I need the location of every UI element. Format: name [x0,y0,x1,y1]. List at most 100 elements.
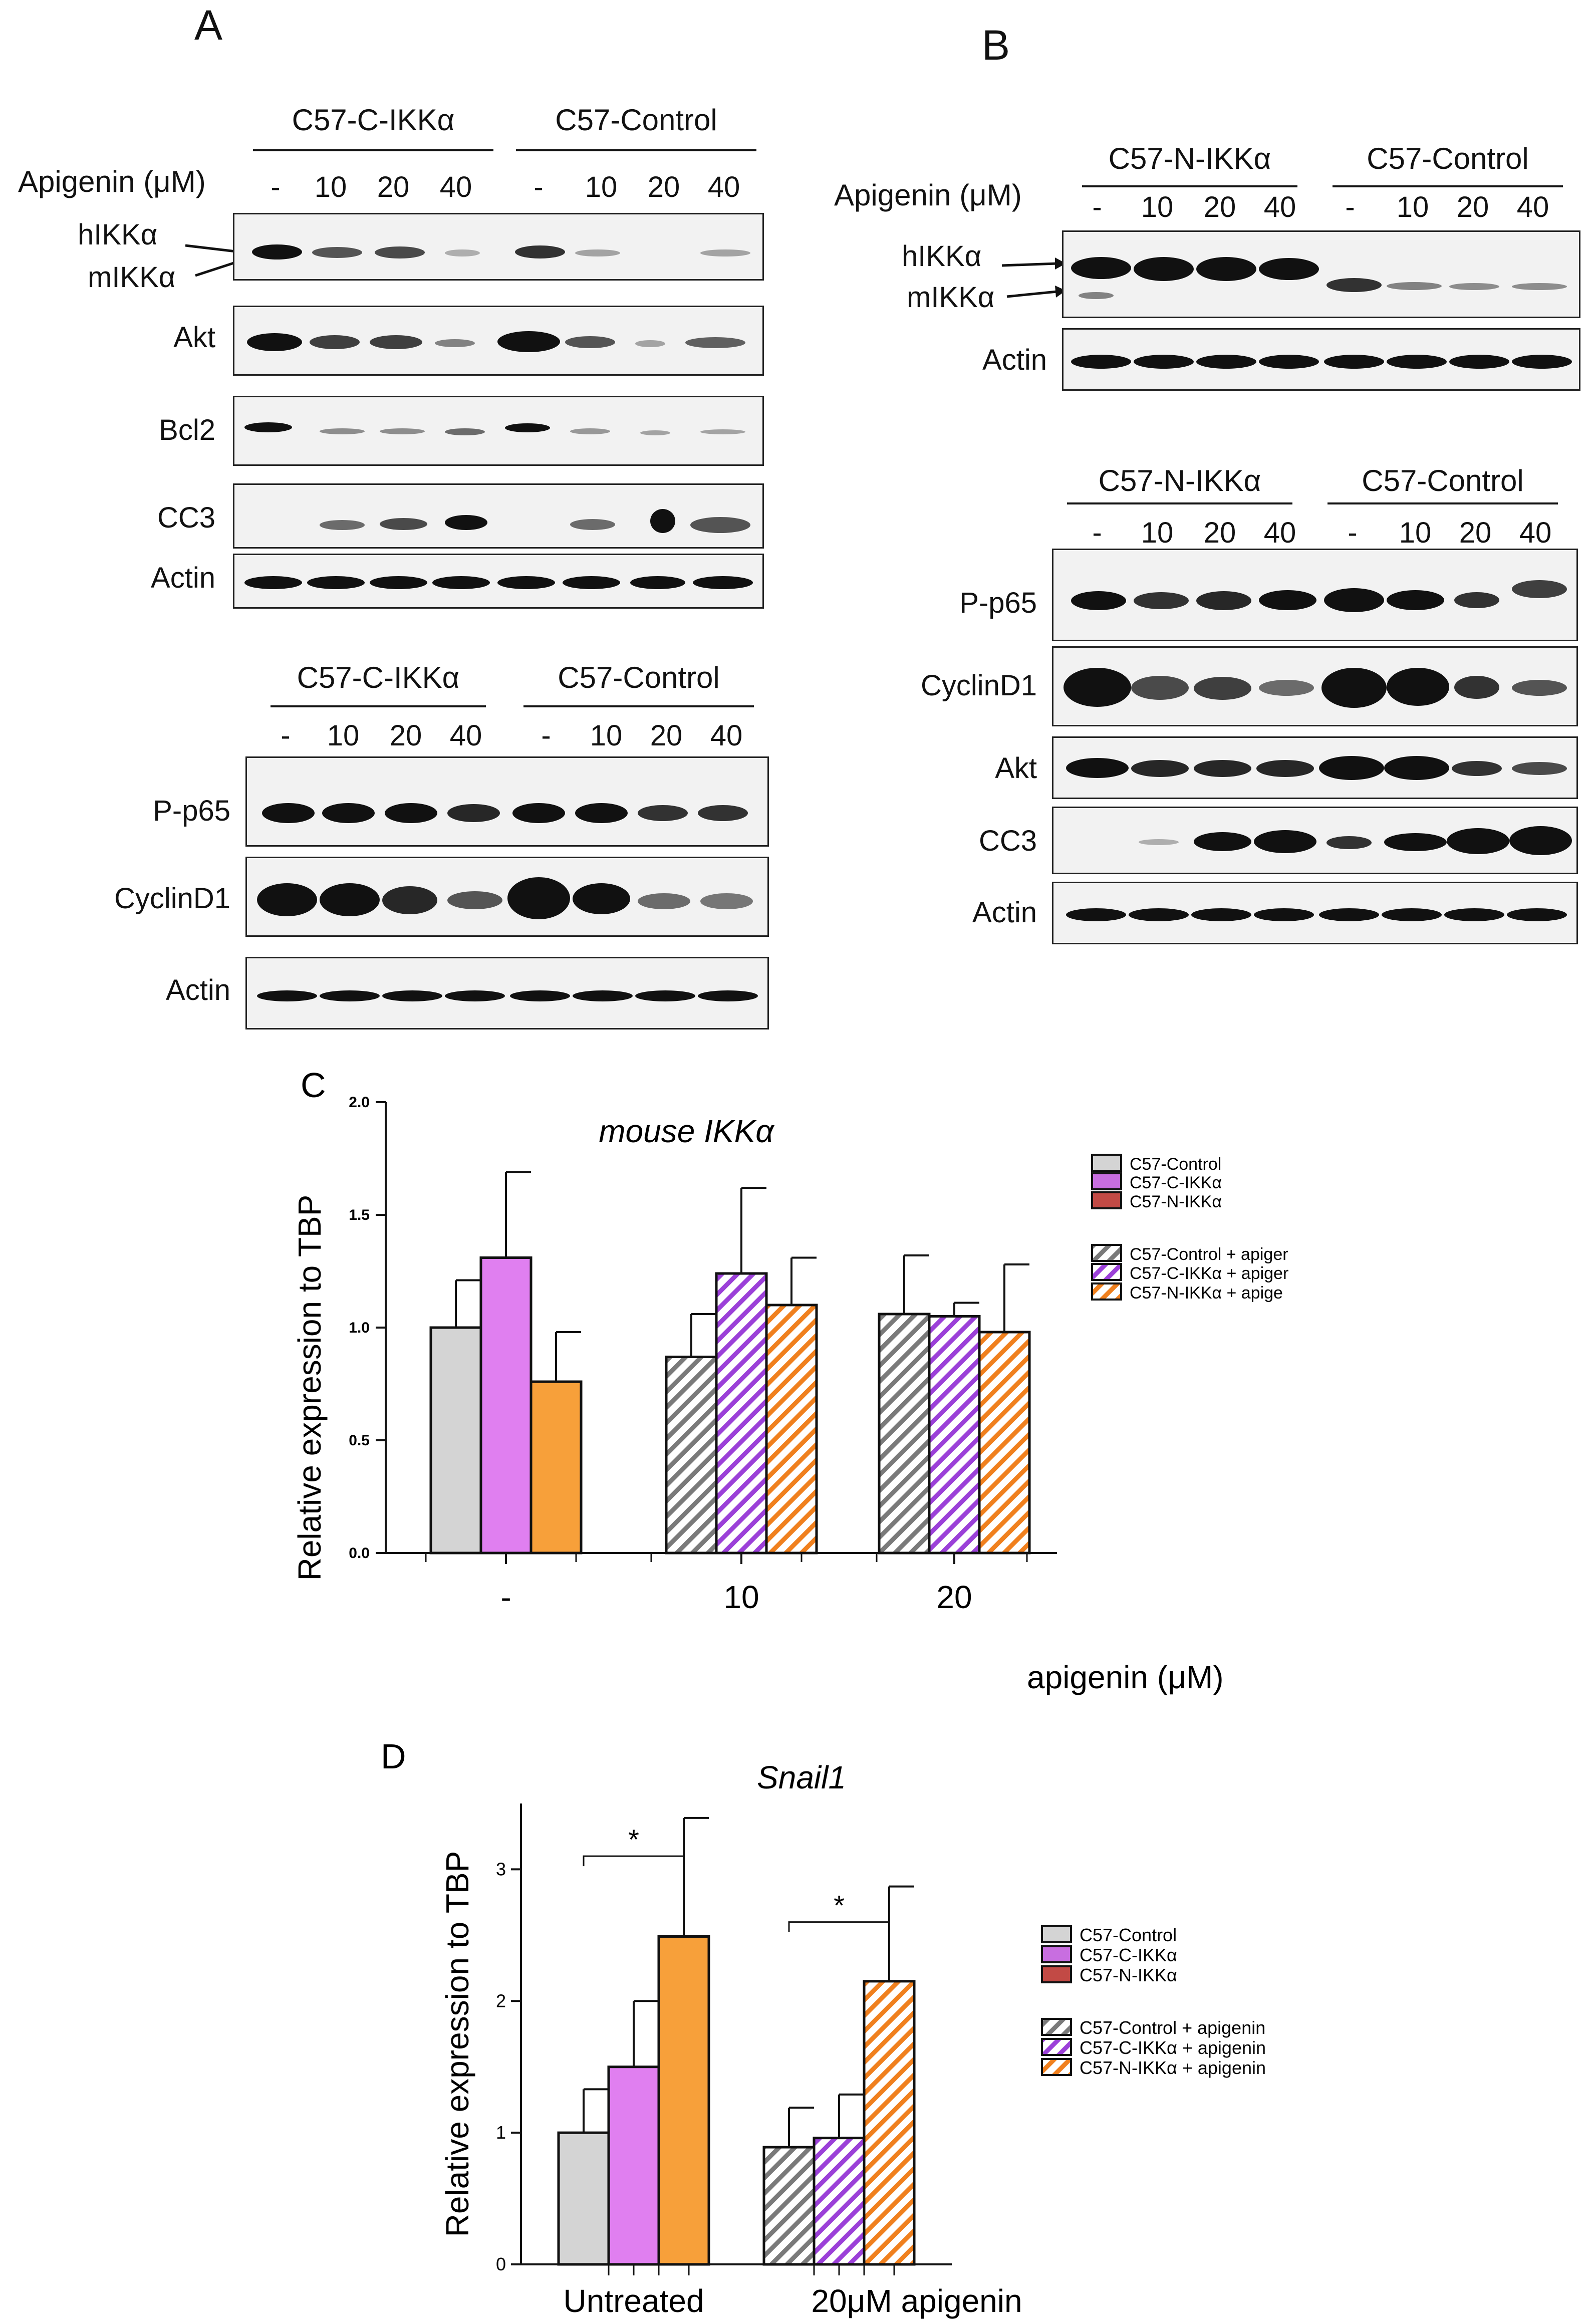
blot-panel-b-cc3 [1052,807,1578,874]
x-tick-label: - [500,1579,511,1615]
panel-a-group-label-1: C57-C-IKKα [292,103,455,137]
panel-letter-c: C [301,1066,326,1105]
dose-label: 20 [377,171,410,203]
bar [607,2065,660,2266]
x-tick-label: 10 [723,1579,759,1615]
arrow-label-mikka: mIKKα [907,281,995,314]
blot-panel-b-akt [1052,736,1578,799]
panel-b-bottom-group-underline-1 [1067,502,1292,504]
y-axis-label: Relative expression to TBP [292,1195,328,1581]
dose-label: 40 [1263,191,1296,223]
dose-label: 40 [1263,517,1296,549]
legend-swatch [1091,1172,1122,1190]
dose-label: 20 [1456,191,1489,223]
bar [657,1935,710,2266]
dose-label: 40 [439,171,472,203]
panel-a-bottom-group-label-2: C57-Control [558,661,720,694]
panel-b-bottom-group-label-1: C57-N-IKKα [1098,464,1261,497]
panel-b-treatment-label: Apigenin (μM) [834,178,1022,212]
row-label-actin: Actin [982,344,1047,376]
dose-label: 10 [585,171,618,203]
panel-a-group-underline-1 [253,149,493,151]
panel-letter-d: D [381,1737,406,1776]
legend-swatch [1041,2018,1072,2036]
bar [429,1326,482,1555]
row-label-p-p65: P-p65 [153,795,230,827]
y-tick-label: 0.5 [349,1432,370,1449]
bar [978,1331,1031,1555]
row-label-cyclind1: CyclinD1 [920,669,1037,702]
dose-label: 10 [1396,191,1429,223]
bar [878,1313,931,1555]
y-tick-label: 1.5 [349,1207,370,1223]
row-label-actin: Actin [972,896,1037,929]
legend-label: C57-C-IKKα [1130,1173,1222,1192]
legend-label: C57-N-IKKα [1080,1965,1177,1985]
y-tick-label: 2.0 [349,1094,370,1111]
blot-panel-a-ikka [233,213,764,281]
significance-bracket [788,1921,890,1932]
bar [765,1304,818,1555]
legend-swatch [1091,1244,1122,1262]
x-tick-label: 20μM apigenin [811,2283,1022,2319]
x-axis-label: apigenin (μM) [1027,1659,1224,1695]
dose-label: 20 [1459,517,1492,549]
dose-label: 40 [1516,191,1549,223]
y-axis-label: Relative expression to TBP [439,1851,475,2237]
legend-label: C57-Control + apigenin [1080,2017,1265,2038]
legend-label: C57-C-IKKα [1080,1945,1177,1965]
row-label-cc3: CC3 [157,501,215,534]
legend-swatch [1091,1191,1122,1209]
blot-panel-b-ikka [1062,230,1580,318]
bar [479,1256,533,1555]
panel-letter-b: B [982,22,1010,69]
panel-a-group-underline-2 [516,149,756,151]
dose-label: - [1345,191,1355,223]
dose-label: - [1348,517,1358,549]
dose-label: - [541,719,551,752]
dose-label: 10 [314,171,347,203]
legend-swatch [1091,1154,1122,1172]
y-tick-label: 0.0 [349,1545,370,1562]
row-label-cyclind1: CyclinD1 [114,882,230,915]
blot-panel-b-actin-2 [1052,882,1578,944]
bar [529,1380,583,1555]
dose-label: 40 [707,171,740,203]
panel-a-group-label-2: C57-Control [555,103,717,137]
blot-panel-b-p-p65 [1052,549,1578,641]
legend-swatch [1041,2058,1072,2076]
dose-label: 40 [710,719,743,752]
row-label-cc3: CC3 [978,825,1037,857]
panel-b-bottom-group-underline-2 [1327,502,1558,504]
bar [813,2137,866,2266]
legend-label: C57-N-IKKα [1130,1192,1222,1211]
blot-panel-a-akt [233,306,764,376]
legend-swatch [1091,1282,1122,1301]
blot-panel-b-actin [1062,328,1580,391]
panel-a-bottom-group-label-1: C57-C-IKKα [297,661,460,694]
legend-label: C57-N-IKKα + apigenin [1080,2057,1266,2078]
dose-label: 20 [650,719,683,752]
panel-a-treatment-label: Apigenin (μM) [18,165,206,198]
row-label-p-p65: P-p65 [959,587,1037,619]
legend-label: C57-Control [1130,1155,1221,1174]
panel-b-group-underline-1 [1082,185,1297,187]
legend-swatch [1091,1263,1122,1281]
x-tick-label: Untreated [563,2283,704,2319]
panel-b-arrows [1002,257,1066,298]
dose-label: 10 [1141,517,1174,549]
panel-b-bottom-group-label-2: C57-Control [1362,464,1524,497]
blot-panel-a-actin-2 [245,957,769,1029]
dose-label: 20 [647,171,680,203]
blot-panel-a-cyclind1 [245,857,769,937]
row-label-actin: Actin [166,974,230,1006]
significance-bracket [583,1855,685,1867]
blot-panel-a-bcl2 [233,396,764,466]
arrow-label-mikka: mIKKα [88,261,176,294]
bar [762,2146,816,2266]
dose-label: 10 [1141,191,1174,223]
legend-label: C57-N-IKKα + apige [1130,1283,1283,1303]
dose-label: 10 [590,719,623,752]
arrow-label-hikka: hIKKα [78,218,158,251]
panel-b-group-underline-2 [1333,185,1563,187]
